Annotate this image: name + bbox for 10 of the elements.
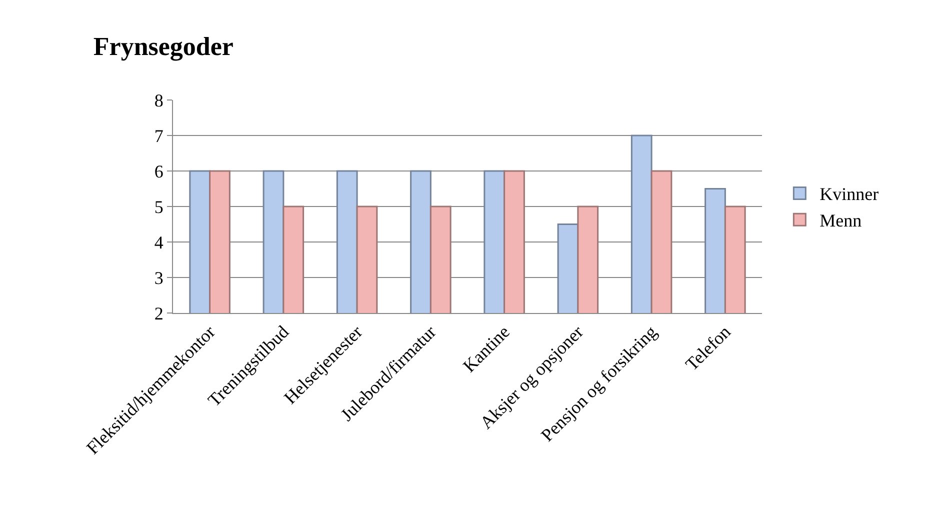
y-tick-label: 5 [154,196,164,217]
y-tick-label: 2 [154,303,164,324]
y-tick-label: 3 [154,268,164,288]
legend-label: Kvinner [820,184,879,204]
y-tick-label: 7 [154,126,164,146]
y-tick-label: 8 [154,90,164,110]
legend-label: Menn [820,210,862,231]
chart-title: Frynsegoder [93,32,234,61]
y-tick-label: 4 [154,232,164,252]
y-tick-label: 6 [154,161,164,182]
